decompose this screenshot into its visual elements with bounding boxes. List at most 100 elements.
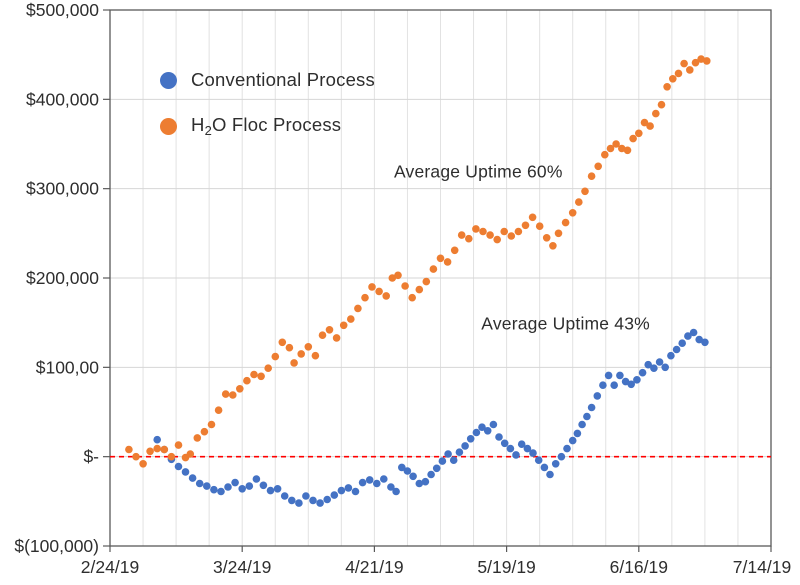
data-point-h2o-floc: [200, 427, 209, 436]
data-point-conventional: [365, 476, 374, 484]
data-point-h2o-floc: [594, 162, 602, 171]
data-point-h2o-floc: [304, 343, 313, 351]
data-point-conventional: [638, 368, 647, 377]
data-point-conventional: [661, 363, 669, 372]
data-point-h2o-floc: [186, 450, 195, 458]
data-point-conventional: [323, 495, 332, 504]
data-point-conventional: [380, 475, 388, 483]
data-point-conventional: [689, 328, 698, 337]
data-point-conventional: [684, 332, 692, 340]
data-point-conventional: [444, 450, 452, 458]
data-point-conventional: [466, 435, 475, 443]
data-point-h2o-floc: [278, 338, 287, 347]
data-point-conventional: [245, 482, 254, 490]
data-point-conventional: [252, 475, 261, 483]
data-point-h2o-floc: [657, 100, 666, 109]
data-point-h2o-floc: [229, 391, 237, 399]
y-axis-tick-label: $-: [83, 447, 99, 467]
data-point-h2o-floc: [542, 234, 551, 242]
data-point-h2o-floc: [535, 222, 544, 230]
data-point-conventional: [523, 444, 532, 453]
x-axis-tick-label: 5/19/19: [477, 557, 535, 577]
data-point-conventional: [678, 339, 686, 348]
legend-item-conventional: Conventional Process: [160, 63, 375, 97]
data-point-h2o-floc: [507, 232, 516, 240]
data-point-conventional: [316, 499, 324, 507]
data-point-conventional: [461, 442, 469, 450]
data-point-conventional: [181, 468, 190, 476]
data-point-h2o-floc: [368, 283, 376, 291]
data-point-h2o-floc: [581, 187, 589, 196]
data-point-h2o-floc: [443, 258, 452, 266]
data-point-conventional: [672, 345, 681, 354]
data-point-h2o-floc: [325, 326, 334, 334]
data-point-h2o-floc: [568, 209, 577, 217]
data-point-conventional: [563, 444, 571, 453]
data-point-h2o-floc: [606, 144, 615, 153]
legend-marker-conventional-icon: [160, 71, 177, 89]
data-point-h2o-floc: [686, 66, 694, 74]
data-point-h2o-floc: [465, 234, 473, 243]
data-point-conventional: [546, 470, 554, 479]
data-point-h2o-floc: [271, 352, 280, 361]
data-point-conventional: [604, 371, 613, 380]
legend-marker-h2o-floc-icon: [160, 117, 177, 135]
data-point-conventional: [421, 477, 430, 486]
data-point-h2o-floc: [554, 229, 563, 238]
data-point-conventional: [557, 452, 566, 461]
data-point-conventional: [455, 448, 464, 457]
data-point-conventional: [495, 433, 503, 441]
data-point-conventional: [616, 371, 624, 380]
data-point-conventional: [578, 420, 586, 429]
data-point-conventional: [432, 464, 441, 473]
data-point-h2o-floc: [640, 118, 649, 127]
data-point-h2o-floc: [587, 172, 596, 180]
data-point-h2o-floc: [429, 265, 438, 273]
data-point-conventional: [650, 364, 658, 373]
data-point-h2o-floc: [618, 144, 626, 153]
data-point-h2o-floc: [382, 292, 391, 300]
data-point-h2o-floc: [174, 441, 183, 449]
data-point-conventional: [330, 491, 339, 499]
data-point-conventional: [387, 483, 395, 491]
data-point-conventional: [667, 351, 675, 360]
data-point-conventional: [627, 380, 635, 389]
data-point-h2o-floc: [250, 370, 258, 379]
x-axis-tick-label: 4/21/19: [345, 557, 403, 577]
data-point-h2o-floc: [635, 129, 643, 138]
data-point-conventional: [337, 486, 346, 495]
data-point-h2o-floc: [674, 69, 683, 78]
data-point-h2o-floc: [457, 231, 466, 239]
data-point-h2o-floc: [394, 271, 402, 280]
data-point-h2o-floc: [332, 334, 341, 342]
data-point-h2o-floc: [236, 385, 244, 393]
data-point-h2o-floc: [264, 364, 273, 373]
data-point-conventional: [373, 479, 381, 488]
data-point-conventional: [174, 462, 183, 471]
data-point-h2o-floc: [311, 351, 320, 360]
data-point-h2o-floc: [243, 376, 251, 385]
data-point-h2o-floc: [160, 445, 169, 454]
data-point-h2o-floc: [290, 359, 298, 367]
data-point-h2o-floc: [575, 198, 583, 206]
data-point-conventional: [633, 376, 641, 384]
data-point-h2o-floc: [167, 452, 176, 461]
data-point-h2o-floc: [646, 122, 654, 130]
data-point-conventional: [195, 479, 204, 488]
data-point-h2o-floc: [422, 277, 431, 286]
data-point-h2o-floc: [297, 350, 306, 358]
data-point-conventional: [344, 484, 353, 492]
data-point-h2o-floc: [139, 460, 147, 468]
data-point-conventional: [587, 403, 596, 412]
data-point-h2o-floc: [153, 444, 161, 453]
data-point-h2o-floc: [339, 321, 348, 330]
data-point-h2o-floc: [528, 213, 537, 222]
legend-label-h2o-subscript: 2: [204, 123, 212, 138]
data-point-h2o-floc: [285, 343, 294, 352]
data-point-h2o-floc: [408, 293, 417, 302]
x-axis-tick-label: 3/24/19: [213, 557, 271, 577]
data-point-conventional: [438, 457, 447, 465]
legend-item-h2o-floc: H2O Floc Process: [160, 109, 375, 143]
data-point-conventional: [403, 467, 412, 475]
data-point-h2o-floc: [500, 227, 509, 236]
